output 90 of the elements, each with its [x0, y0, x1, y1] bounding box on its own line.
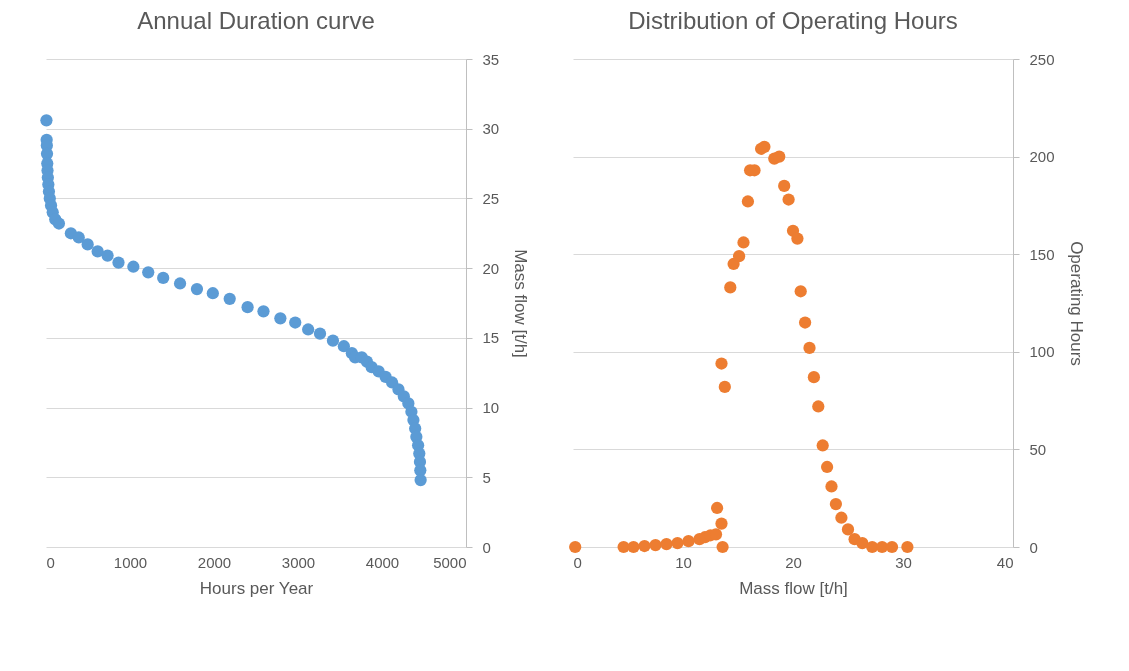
point	[302, 323, 315, 336]
point	[91, 245, 104, 258]
point	[716, 540, 729, 554]
point	[835, 511, 848, 524]
x-axis-title: Hours per Year	[199, 578, 314, 598]
point	[274, 312, 287, 325]
point	[337, 340, 350, 353]
point	[816, 439, 829, 452]
point	[803, 341, 816, 355]
point	[856, 536, 869, 550]
point	[101, 249, 114, 262]
point	[326, 334, 340, 347]
point	[627, 540, 640, 554]
point	[660, 537, 673, 551]
point	[142, 266, 155, 279]
point	[682, 535, 695, 548]
point	[715, 517, 728, 530]
point	[718, 380, 731, 394]
point	[885, 540, 899, 554]
y-tick-label: 0	[482, 538, 491, 556]
point	[638, 539, 651, 553]
x-tick-label: 0	[46, 553, 55, 571]
point	[732, 250, 746, 263]
point	[825, 480, 838, 493]
y-tick-label: 0	[1029, 538, 1038, 556]
point	[741, 195, 755, 208]
y-tick-label: 15	[482, 329, 500, 347]
point	[791, 232, 804, 245]
y-tick-label: 150	[1029, 245, 1055, 263]
point	[173, 277, 187, 290]
point	[157, 271, 170, 285]
point	[40, 114, 53, 127]
y-tick-label: 25	[482, 189, 500, 207]
point	[414, 473, 427, 487]
x-axis-title: Mass flow [t/h]	[739, 578, 848, 598]
point	[569, 540, 582, 554]
point	[724, 281, 737, 294]
point	[710, 501, 724, 515]
x-tick-label: 1000	[113, 553, 148, 571]
point	[875, 540, 889, 554]
point	[112, 256, 125, 269]
y-tick-label: 30	[482, 120, 500, 138]
point	[737, 236, 750, 249]
point	[820, 460, 834, 474]
y-axis-title: Mass flow [t/h]	[511, 249, 531, 358]
point	[778, 179, 791, 192]
x-tick-label: 20	[785, 553, 802, 571]
point	[190, 282, 204, 296]
x-tick-label: 0	[573, 553, 582, 571]
point	[671, 536, 684, 550]
y-axis-title: Operating Hours	[1066, 241, 1086, 366]
point	[812, 400, 825, 413]
x-tick-label: 10	[675, 553, 692, 571]
point	[223, 292, 236, 305]
point	[782, 193, 795, 206]
chart-title: Annual Duration curve	[137, 7, 375, 34]
x-tick-label: 40	[996, 553, 1014, 571]
x-tick-label: 30	[895, 553, 912, 571]
point	[807, 371, 821, 384]
point	[841, 523, 855, 536]
point	[241, 301, 254, 314]
point	[127, 260, 140, 273]
x-tick-label: 4000	[365, 553, 400, 571]
point	[649, 538, 662, 552]
point	[72, 231, 85, 244]
point	[715, 357, 728, 370]
y-tick-label: 5	[482, 468, 491, 486]
y-tick-label: 200	[1029, 148, 1055, 166]
y-tick-label: 250	[1029, 50, 1055, 68]
y-tick-label: 100	[1029, 343, 1055, 361]
y-tick-label: 10	[482, 399, 500, 417]
x-tick-label: 3000	[281, 553, 316, 571]
point	[206, 287, 219, 300]
point	[289, 316, 302, 329]
y-tick-label: 20	[482, 259, 500, 277]
point	[773, 150, 786, 163]
point	[829, 497, 843, 511]
point	[52, 217, 66, 230]
point	[901, 540, 914, 554]
chart-title: Distribution of Operating Hours	[628, 7, 958, 34]
point	[866, 540, 879, 554]
point	[794, 285, 807, 298]
x-tick-label: 5000	[433, 553, 467, 571]
point	[313, 327, 327, 340]
x-tick-label: 2000	[197, 553, 232, 571]
point	[798, 316, 812, 329]
point	[81, 238, 94, 251]
y-tick-label: 35	[482, 50, 500, 68]
y-tick-label: 50	[1029, 440, 1047, 458]
point	[257, 305, 270, 318]
